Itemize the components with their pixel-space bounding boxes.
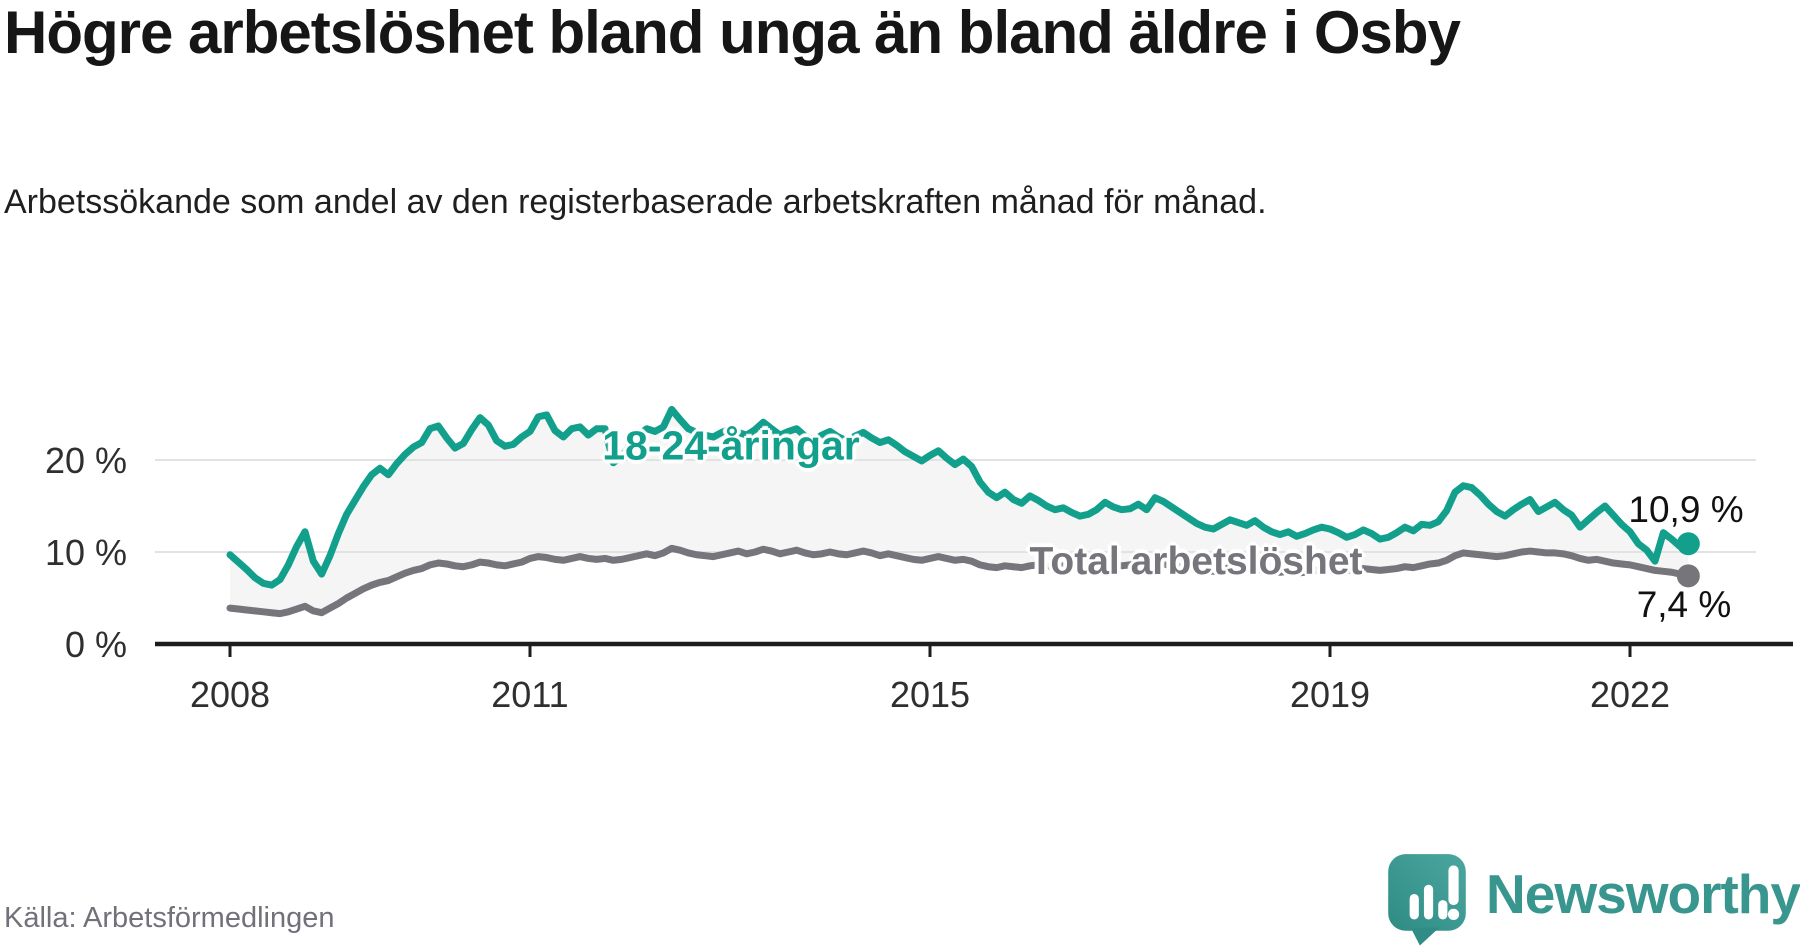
exclamation-dot [1447,908,1460,920]
young-unemployment-line [226,405,1692,589]
newsworthy-brand: Newsworthy [1386,846,1800,948]
x-tick-label-2015: 2015 [890,674,970,715]
page-title: Högre arbetslöshet bland unga än bland ä… [4,0,1461,66]
bar-1 [1409,893,1419,920]
x-tick-label-2008: 2008 [190,674,270,715]
end-value-young: 10,9 % [1628,489,1744,530]
speech-bubble-tail [1410,927,1440,946]
x-tick-label-2011: 2011 [491,674,568,715]
bar-2 [1423,884,1434,920]
young-end-dot [1676,532,1700,556]
y-tick-label-0: 0 % [65,624,127,665]
y-tick-label-10: 10 % [45,532,127,573]
total-unemployment-line [226,544,1692,618]
page-subtitle: Arbetssökande som andel av den registerb… [4,183,1267,221]
bar-3 [1438,900,1448,920]
total-end-dot [1676,564,1700,588]
x-tick-label-2022: 2022 [1590,674,1670,715]
end-value-total: 7,4 % [1636,584,1732,625]
y-tick-label-20: 20 % [45,440,127,481]
series-label-total: Total arbetslöshet [1029,540,1363,583]
exclamation-stem [1448,865,1459,906]
newsworthy-wordmark: Newsworthy [1486,863,1800,925]
x-tick-label-2019: 2019 [1290,674,1370,715]
source-attribution: Källa: Arbetsförmedlingen [4,902,335,934]
newsworthy-logo-icon [1388,854,1466,946]
series-label-young: 18-24-åringar [602,422,860,469]
